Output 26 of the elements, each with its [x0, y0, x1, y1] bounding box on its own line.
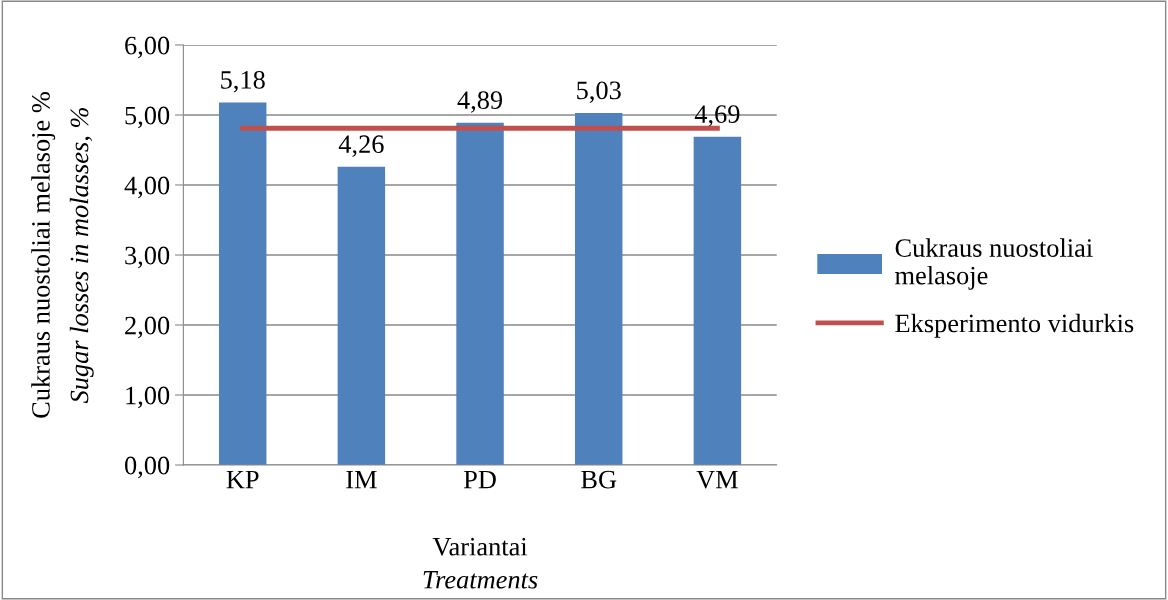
data-label: 4,26	[338, 135, 384, 157]
x-tick-label: PD	[463, 470, 496, 489]
x-tick-label: KP	[226, 470, 259, 489]
legend-label: Eksperimento vidurkis	[895, 313, 1134, 338]
y-tick-label: 0,00	[125, 456, 170, 479]
bar	[218, 102, 267, 465]
x-tick-label: VM	[696, 470, 738, 489]
x-tick-label: IM	[346, 470, 377, 489]
y-tick-label: 2,00	[125, 316, 170, 339]
y-tick-label: 6,00	[125, 36, 170, 59]
data-label: 5,03	[577, 81, 621, 103]
x-axis-title: Variantai Treatments	[423, 537, 538, 589]
bar	[337, 166, 386, 465]
y-tick-label: 5,00	[125, 106, 170, 129]
x-tick-label: BG	[581, 470, 617, 489]
bar	[693, 136, 742, 465]
y-axis-title: Cukraus nuostoliai melasoje % Sugar losses in molasses, %	[31, 92, 94, 418]
y-tick-label: 3,00	[125, 246, 170, 269]
bar	[574, 112, 623, 465]
legend-label: Cukraus nuostoliai melasoje	[895, 238, 1093, 290]
data-label: 4,69	[694, 105, 740, 127]
data-label: 5,18	[221, 70, 265, 93]
data-label: 4,89	[457, 91, 503, 113]
y-tick-label: 4,00	[124, 176, 170, 199]
bar	[456, 122, 504, 465]
y-tick-label: 1,00	[126, 386, 170, 409]
